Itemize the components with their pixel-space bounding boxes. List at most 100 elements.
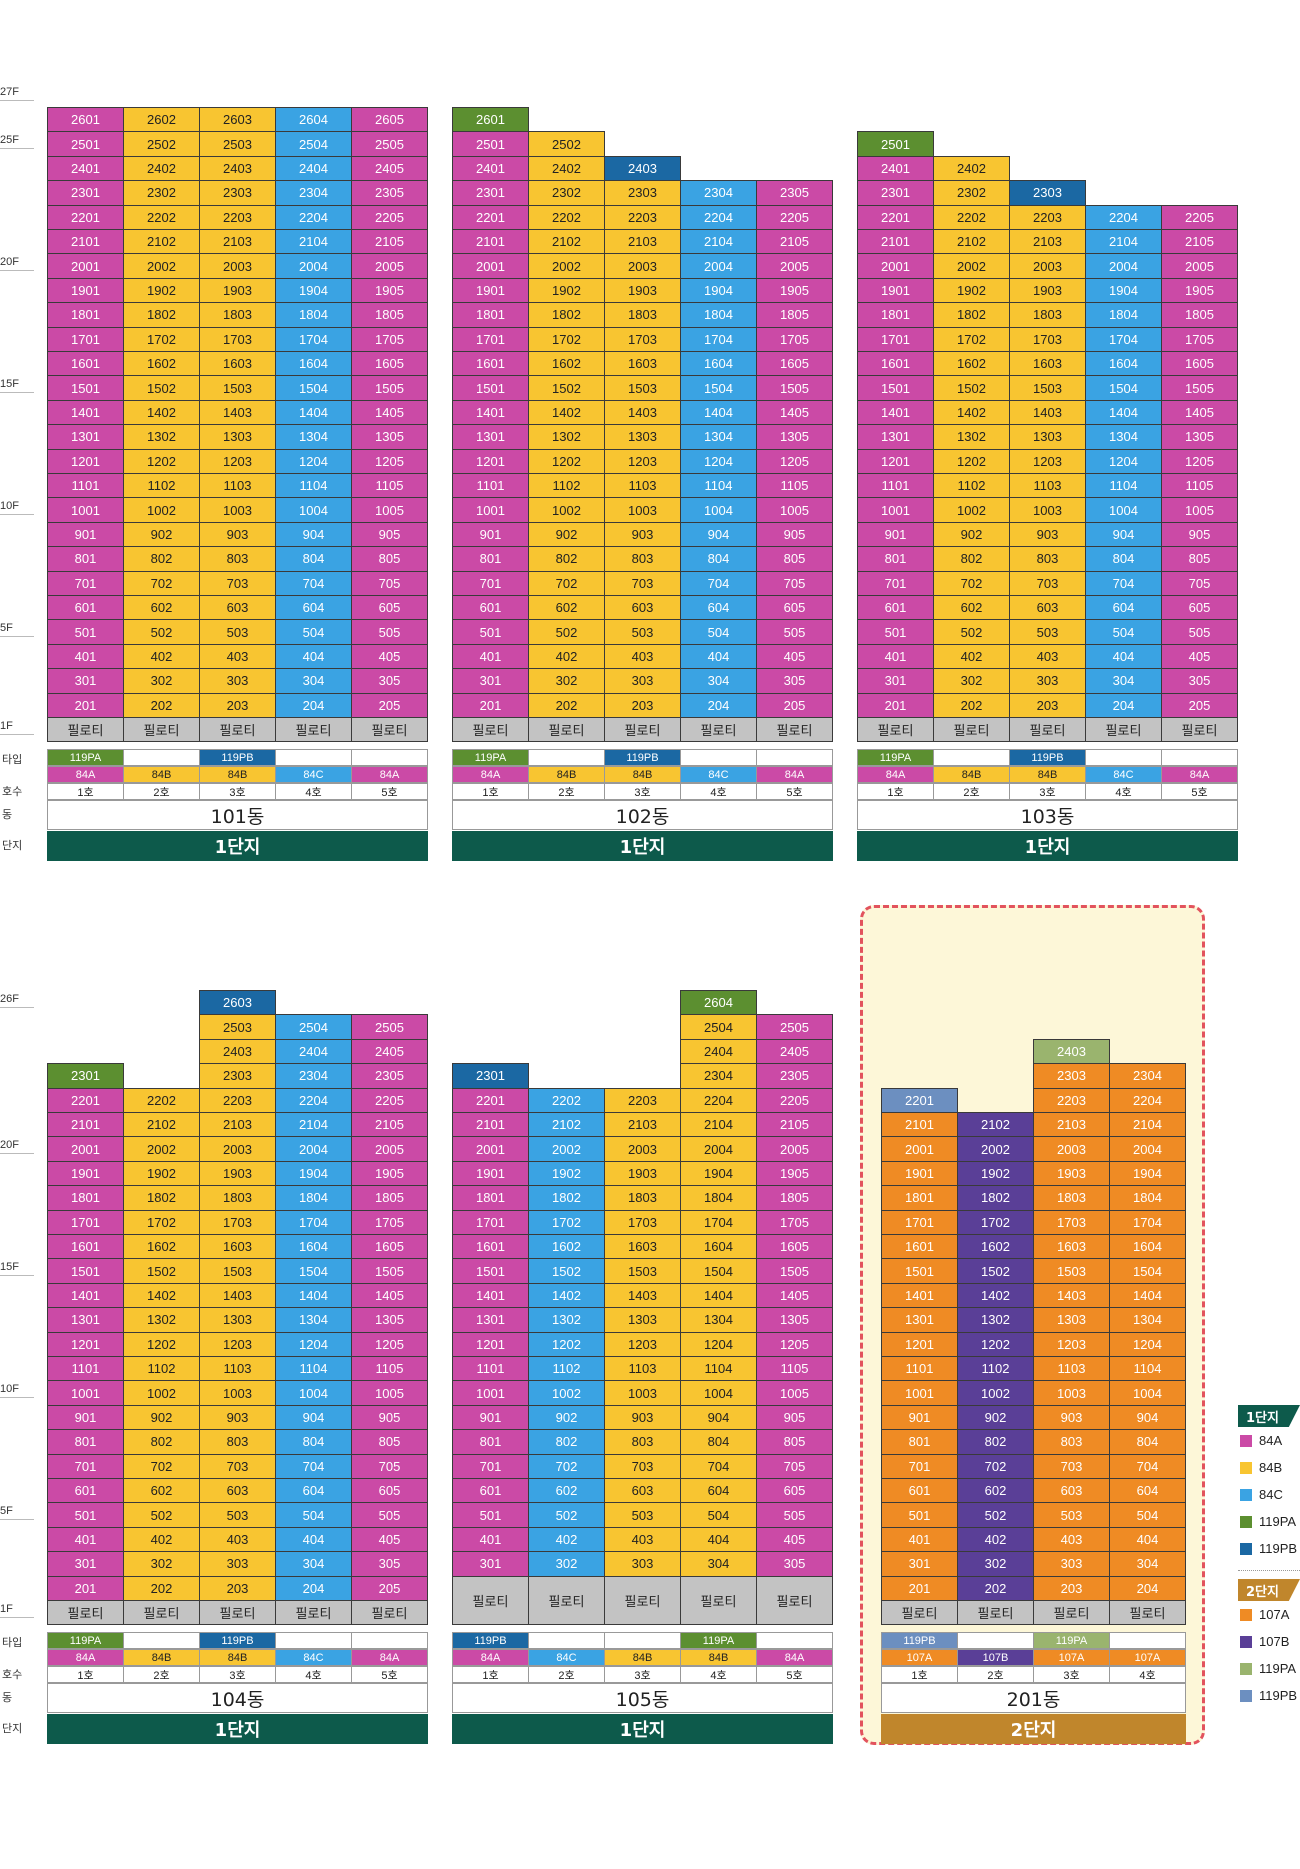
unit-cell[interactable]: 1104 — [1085, 473, 1162, 499]
unit-cell[interactable]: 2205 — [351, 204, 428, 230]
unit-cell[interactable]: 601 — [452, 1478, 529, 1504]
unit-cell[interactable]: 1104 — [680, 1356, 757, 1382]
unit-cell[interactable]: 701 — [881, 1453, 958, 1479]
unit-cell[interactable]: 801 — [857, 546, 934, 572]
unit-cell[interactable]: 801 — [47, 1429, 124, 1455]
unit-cell[interactable]: 1901 — [452, 1160, 529, 1187]
unit-cell[interactable]: 2302 — [528, 180, 605, 206]
unit-cell[interactable]: 802 — [933, 546, 1010, 572]
unit-cell[interactable]: 1203 — [199, 448, 276, 474]
unit-cell[interactable]: 1405 — [756, 1282, 833, 1309]
unit-cell[interactable]: 503 — [199, 619, 276, 645]
unit-cell[interactable]: 1301 — [881, 1307, 958, 1333]
unit-cell[interactable]: 1402 — [957, 1282, 1034, 1309]
unit-cell[interactable]: 1703 — [604, 1209, 681, 1235]
unit-cell[interactable]: 603 — [1033, 1478, 1110, 1504]
unit-cell[interactable]: 205 — [351, 1575, 428, 1601]
unit-cell[interactable]: 2101 — [452, 1112, 529, 1138]
unit-cell[interactable]: 1605 — [351, 351, 428, 377]
unit-cell[interactable]: 1503 — [1033, 1258, 1110, 1284]
unit-cell[interactable]: 505 — [351, 619, 428, 645]
unit-cell[interactable]: 1401 — [452, 399, 529, 426]
unit-cell[interactable]: 2204 — [680, 1087, 757, 1113]
unit-cell[interactable]: 303 — [1009, 668, 1086, 694]
unit-cell[interactable]: 202 — [123, 692, 200, 718]
unit-cell[interactable]: 1005 — [756, 1380, 833, 1406]
unit-cell[interactable]: 302 — [123, 1551, 200, 1577]
unit-cell[interactable]: 902 — [123, 521, 200, 548]
unit-cell[interactable]: 2405 — [351, 1038, 428, 1065]
unit-cell[interactable]: 805 — [351, 1429, 428, 1455]
unit-cell[interactable]: 605 — [1161, 595, 1238, 621]
unit-cell[interactable]: 202 — [957, 1575, 1034, 1601]
unit-cell[interactable]: 2601 — [452, 107, 529, 133]
unit-cell[interactable]: 1704 — [275, 1209, 352, 1235]
unit-cell[interactable]: 1502 — [528, 1258, 605, 1284]
unit-cell[interactable]: 402 — [123, 643, 200, 670]
unit-cell[interactable]: 1004 — [275, 1380, 352, 1406]
unit-cell[interactable]: 501 — [452, 1502, 529, 1528]
unit-cell[interactable]: 503 — [1033, 1502, 1110, 1528]
unit-cell[interactable]: 1404 — [680, 399, 757, 426]
unit-cell[interactable]: 1304 — [1085, 424, 1162, 450]
unit-cell[interactable]: 1904 — [680, 277, 757, 304]
unit-cell[interactable]: 605 — [351, 1478, 428, 1504]
unit-cell[interactable]: 2005 — [351, 253, 428, 279]
unit-cell[interactable]: 1703 — [604, 326, 681, 352]
unit-cell[interactable]: 1502 — [957, 1258, 1034, 1284]
unit-cell[interactable]: 1303 — [1009, 424, 1086, 450]
unit-cell[interactable]: 1003 — [199, 1380, 276, 1406]
unit-cell[interactable]: 2202 — [123, 1087, 200, 1113]
unit-cell[interactable]: 2104 — [1085, 229, 1162, 255]
unit-cell[interactable]: 905 — [756, 1404, 833, 1431]
unit-cell[interactable]: 2402 — [933, 155, 1010, 182]
unit-cell[interactable]: 903 — [604, 521, 681, 548]
unit-cell[interactable]: 904 — [1085, 521, 1162, 548]
unit-cell[interactable]: 2104 — [275, 1112, 352, 1138]
unit-cell[interactable]: 1204 — [680, 448, 757, 474]
unit-cell[interactable]: 1201 — [47, 1331, 124, 1357]
unit-cell[interactable]: 2401 — [47, 155, 124, 182]
unit-cell[interactable]: 601 — [881, 1478, 958, 1504]
unit-cell[interactable]: 1304 — [275, 424, 352, 450]
unit-cell[interactable]: 1704 — [680, 326, 757, 352]
unit-cell[interactable]: 1003 — [1033, 1380, 1110, 1406]
unit-cell[interactable]: 603 — [604, 595, 681, 621]
unit-cell[interactable]: 1804 — [275, 302, 352, 328]
unit-cell[interactable]: 1104 — [1109, 1356, 1186, 1382]
unit-cell[interactable]: 501 — [452, 619, 529, 645]
unit-cell[interactable]: 1201 — [452, 1331, 529, 1357]
unit-cell[interactable]: 1403 — [604, 399, 681, 426]
unit-cell[interactable]: 1001 — [452, 497, 529, 523]
unit-cell[interactable]: 1601 — [47, 1234, 124, 1260]
unit-cell[interactable]: 903 — [1033, 1404, 1110, 1431]
unit-cell[interactable]: 1305 — [351, 424, 428, 450]
unit-cell[interactable]: 704 — [1109, 1453, 1186, 1479]
unit-cell[interactable]: 401 — [857, 643, 934, 670]
unit-cell[interactable]: 1002 — [123, 497, 200, 523]
unit-cell[interactable]: 1705 — [756, 1209, 833, 1235]
unit-cell[interactable]: 1904 — [275, 277, 352, 304]
unit-cell[interactable]: 301 — [452, 1551, 529, 1577]
unit-cell[interactable]: 1504 — [1085, 375, 1162, 401]
unit-cell[interactable]: 404 — [275, 643, 352, 670]
unit-cell[interactable]: 2603 — [199, 107, 276, 133]
unit-cell[interactable]: 2103 — [604, 1112, 681, 1138]
unit-cell[interactable]: 1004 — [680, 497, 757, 523]
unit-cell[interactable]: 1505 — [1161, 375, 1238, 401]
unit-cell[interactable]: 204 — [275, 1575, 352, 1601]
unit-cell[interactable]: 303 — [199, 1551, 276, 1577]
unit-cell[interactable]: 1504 — [680, 375, 757, 401]
unit-cell[interactable]: 701 — [47, 570, 124, 596]
unit-cell[interactable]: 2301 — [857, 180, 934, 206]
unit-cell[interactable]: 2102 — [528, 1112, 605, 1138]
unit-cell[interactable]: 703 — [199, 1453, 276, 1479]
unit-cell[interactable]: 701 — [452, 570, 529, 596]
unit-cell[interactable]: 1304 — [680, 1307, 757, 1333]
unit-cell[interactable]: 2005 — [1161, 253, 1238, 279]
unit-cell[interactable]: 901 — [452, 1404, 529, 1431]
unit-cell[interactable]: 705 — [351, 570, 428, 596]
unit-cell[interactable]: 201 — [452, 692, 529, 718]
unit-cell[interactable]: 603 — [1009, 595, 1086, 621]
unit-cell[interactable]: 1801 — [452, 302, 529, 328]
